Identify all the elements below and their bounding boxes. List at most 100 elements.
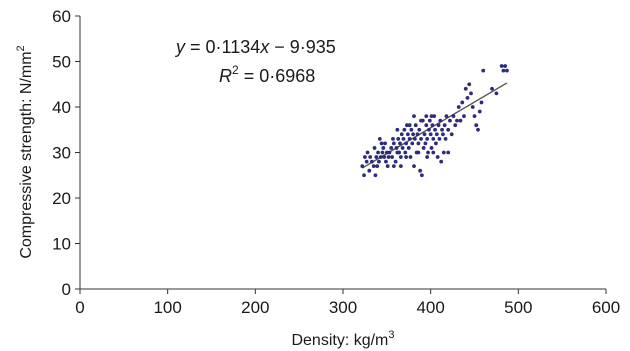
data-point bbox=[385, 164, 390, 169]
data-point bbox=[419, 118, 423, 123]
data-point bbox=[490, 86, 494, 91]
data-point bbox=[431, 150, 436, 155]
axes bbox=[75, 15, 607, 294]
y-tick-label: 20 bbox=[52, 189, 71, 208]
data-point bbox=[418, 168, 423, 173]
data-point bbox=[432, 114, 437, 118]
data-point bbox=[429, 146, 434, 150]
data-point bbox=[416, 141, 421, 146]
data-point bbox=[470, 105, 475, 109]
data-point bbox=[446, 127, 451, 132]
equation-annotation: y = 0·1134x − 9·935 bbox=[174, 37, 336, 57]
data-point bbox=[437, 136, 442, 141]
data-point bbox=[428, 132, 433, 137]
y-tick-label: 0 bbox=[62, 280, 71, 299]
data-point bbox=[370, 159, 374, 164]
data-point bbox=[462, 114, 466, 118]
data-point bbox=[421, 146, 426, 150]
r-squared-annotation: R2 = 0·6968 bbox=[219, 63, 315, 86]
data-point bbox=[368, 155, 373, 159]
data-point bbox=[442, 123, 447, 128]
data-point bbox=[474, 123, 479, 128]
data-point bbox=[371, 164, 376, 169]
data-point bbox=[412, 114, 416, 118]
data-point bbox=[372, 146, 377, 150]
data-point bbox=[405, 123, 409, 128]
data-point bbox=[463, 86, 468, 91]
data-point bbox=[384, 159, 388, 164]
data-point bbox=[376, 150, 380, 155]
x-tick-label: 600 bbox=[592, 298, 620, 317]
y-tick-label: 50 bbox=[52, 53, 71, 72]
data-point bbox=[398, 155, 403, 159]
data-point bbox=[420, 173, 424, 178]
x-tick-label: 200 bbox=[241, 298, 269, 317]
data-point bbox=[412, 136, 417, 141]
data-point bbox=[401, 136, 406, 141]
data-point bbox=[503, 64, 508, 68]
data-point bbox=[391, 141, 396, 146]
data-point bbox=[433, 127, 437, 132]
data-point bbox=[449, 132, 454, 137]
data-point bbox=[391, 164, 396, 169]
data-point bbox=[400, 146, 405, 150]
data-point bbox=[404, 141, 409, 146]
data-point bbox=[378, 155, 383, 159]
data-point bbox=[360, 164, 365, 169]
data-point bbox=[405, 132, 410, 137]
data-point bbox=[479, 100, 484, 105]
data-point bbox=[430, 123, 435, 128]
data-point bbox=[451, 114, 456, 118]
data-point bbox=[446, 150, 451, 155]
data-point bbox=[477, 109, 482, 114]
x-tick-label: 0 bbox=[75, 298, 84, 317]
y-tick-label: 30 bbox=[52, 144, 71, 163]
data-point bbox=[416, 150, 421, 155]
data-point bbox=[505, 68, 509, 73]
data-point bbox=[501, 68, 506, 73]
data-point bbox=[397, 150, 402, 155]
data-point bbox=[381, 146, 386, 150]
data-point bbox=[424, 123, 429, 128]
data-point bbox=[441, 150, 446, 155]
data-point bbox=[402, 127, 407, 132]
data-point bbox=[481, 68, 486, 73]
data-point bbox=[415, 132, 420, 137]
data-point bbox=[429, 114, 434, 118]
data-point bbox=[408, 155, 413, 159]
data-point bbox=[434, 132, 439, 137]
data-point bbox=[386, 155, 391, 159]
data-point bbox=[391, 136, 395, 141]
data-point bbox=[434, 141, 438, 146]
data-point bbox=[494, 91, 499, 96]
data-point bbox=[499, 64, 504, 68]
data-point bbox=[407, 136, 412, 141]
data-point bbox=[425, 136, 430, 141]
data-point bbox=[439, 159, 444, 164]
data-points bbox=[360, 64, 509, 178]
data-point bbox=[467, 82, 472, 87]
data-point bbox=[374, 155, 379, 159]
y-axis-title: Compressive strength: N/mm2 bbox=[15, 45, 35, 258]
x-tick-label: 400 bbox=[416, 298, 444, 317]
y-tick-label: 60 bbox=[52, 7, 71, 26]
data-point bbox=[476, 127, 480, 132]
data-point bbox=[438, 118, 443, 123]
data-point bbox=[431, 136, 436, 141]
data-point bbox=[396, 136, 401, 141]
data-point bbox=[394, 146, 399, 150]
data-point bbox=[411, 132, 416, 137]
data-point bbox=[382, 155, 387, 159]
data-point bbox=[427, 127, 431, 132]
data-point bbox=[426, 150, 430, 155]
data-point bbox=[443, 136, 448, 141]
data-point bbox=[393, 159, 398, 164]
x-axis-title: Density: kg/m3 bbox=[291, 329, 394, 349]
data-point bbox=[375, 164, 380, 169]
data-point bbox=[453, 123, 458, 128]
data-point bbox=[383, 141, 387, 146]
x-tick-label: 100 bbox=[153, 298, 181, 317]
data-point bbox=[407, 123, 412, 128]
data-point bbox=[472, 114, 477, 118]
data-point bbox=[448, 118, 452, 123]
